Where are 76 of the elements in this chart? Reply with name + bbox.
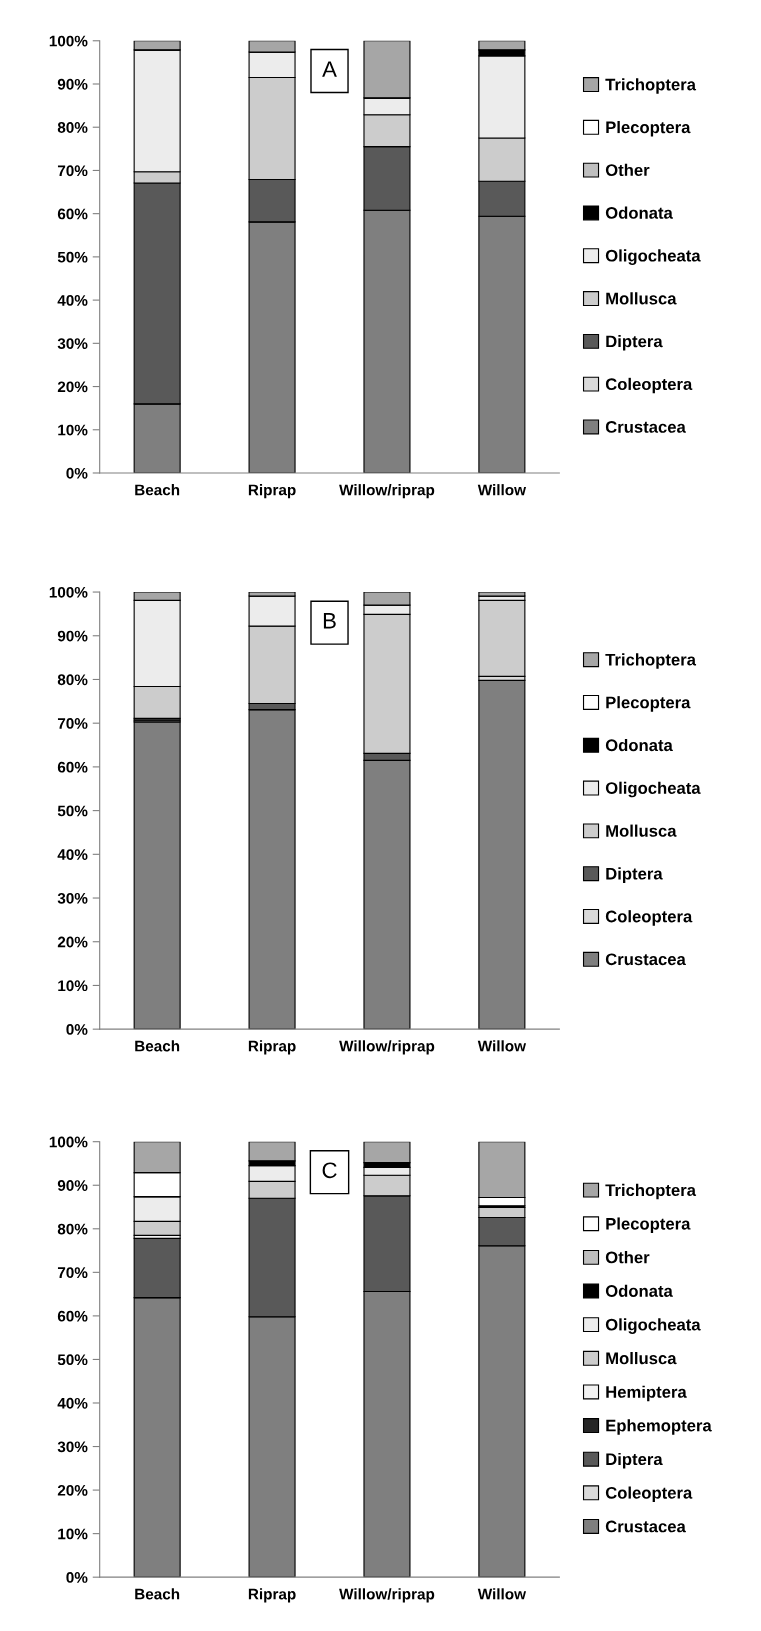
x-tick-label: Riprap	[248, 1588, 296, 1603]
y-tick-label: 90%	[57, 1180, 88, 1191]
legend-label: Odonata	[605, 738, 673, 752]
y-tick-label: 30%	[57, 1441, 88, 1453]
y-tick-label: 100%	[49, 1136, 88, 1148]
y-tick-label: 0%	[66, 1024, 88, 1035]
x-tick-label: Beach	[135, 1040, 180, 1052]
legend-label: Trichoptera	[605, 78, 697, 94]
legend-label: Plecoptera	[606, 121, 691, 137]
legend-label: Other	[605, 1251, 650, 1264]
x-tick-label: Beach	[135, 484, 180, 496]
y-tick-label: 10%	[58, 1528, 88, 1540]
legend-label: Crustacea	[605, 421, 686, 433]
y-tick-label: 100%	[49, 586, 88, 598]
y-tick-label: 70%	[57, 165, 88, 177]
x-tick-label: Willow	[477, 484, 527, 496]
y-tick-label: 80%	[57, 122, 88, 133]
annotation: A	[322, 61, 337, 77]
annotation: B	[323, 613, 336, 629]
legend-label: Ephemoptera	[606, 1419, 712, 1435]
legend-label: Mollusca	[606, 292, 677, 305]
y-tick-label: 20%	[57, 936, 88, 948]
legend-label: Oligocheata	[605, 781, 701, 798]
x-tick-label: Riprap	[248, 1040, 296, 1055]
annotation: C	[322, 1162, 337, 1179]
x-tick-label: Beach	[135, 1588, 180, 1600]
y-tick-label: 60%	[57, 208, 88, 220]
x-tick-label: Riprap	[248, 484, 296, 499]
y-tick-label: 40%	[57, 294, 88, 306]
y-tick-label: 20%	[57, 381, 88, 393]
y-tick-label: 60%	[57, 1310, 88, 1322]
x-tick-label: Willow	[477, 1588, 527, 1600]
y-tick-label: 30%	[57, 892, 88, 904]
x-tick-label: Willow	[477, 1040, 527, 1052]
y-tick-label: 50%	[57, 251, 88, 263]
y-tick-label: 30%	[57, 338, 88, 350]
legend-label: Trichoptera	[605, 1183, 697, 1200]
y-tick-label: 0%	[66, 1572, 88, 1583]
legend-label: Plecoptera	[606, 696, 691, 712]
legend-label: Mollusca	[606, 1352, 677, 1365]
legend-label: Crustacea	[605, 1520, 686, 1533]
legend-label: Trichoptera	[605, 653, 697, 669]
legend-label: Oligocheata	[605, 249, 701, 265]
legend-label: Mollusca	[606, 824, 677, 837]
y-tick-label: 90%	[57, 78, 88, 90]
y-tick-label: 70%	[57, 718, 88, 729]
y-tick-label: 50%	[57, 805, 88, 817]
y-tick-label: 50%	[57, 1354, 88, 1366]
y-tick-label: 10%	[58, 980, 88, 992]
legend-label: Odonata	[605, 206, 673, 219]
y-tick-label: 10%	[58, 424, 88, 436]
legend-label: Oligocheata	[605, 1318, 701, 1334]
legend-label: Crustacea	[605, 953, 686, 966]
legend-label: Coleoptera	[605, 377, 693, 394]
legend-label: Diptera	[606, 1452, 663, 1469]
y-tick-label: 70%	[57, 1267, 88, 1279]
legend-label: Odonata	[605, 1284, 673, 1297]
x-tick-label: Willow/riprap	[339, 1040, 435, 1055]
legend-label: Coleoptera	[605, 910, 693, 926]
y-tick-label: 40%	[57, 849, 88, 860]
legend-label: Other	[605, 163, 650, 177]
y-tick-label: 80%	[57, 1223, 88, 1235]
legend-label: Diptera	[606, 867, 663, 883]
y-tick-label: 60%	[57, 761, 88, 773]
x-tick-label: Willow/riprap	[339, 484, 435, 499]
y-tick-label: 80%	[57, 674, 88, 686]
y-tick-label: 20%	[57, 1484, 88, 1496]
legend-label: Coleoptera	[605, 1486, 693, 1503]
y-tick-label: 0%	[66, 467, 88, 479]
y-tick-label: 90%	[57, 630, 88, 642]
y-tick-label: 100%	[49, 35, 88, 47]
legend-label: Diptera	[606, 335, 663, 351]
legend-label: Hemiptera	[606, 1385, 687, 1402]
legend-label: Plecoptera	[606, 1217, 691, 1233]
x-tick-label: Willow/riprap	[339, 1588, 435, 1603]
y-tick-label: 40%	[57, 1397, 88, 1409]
